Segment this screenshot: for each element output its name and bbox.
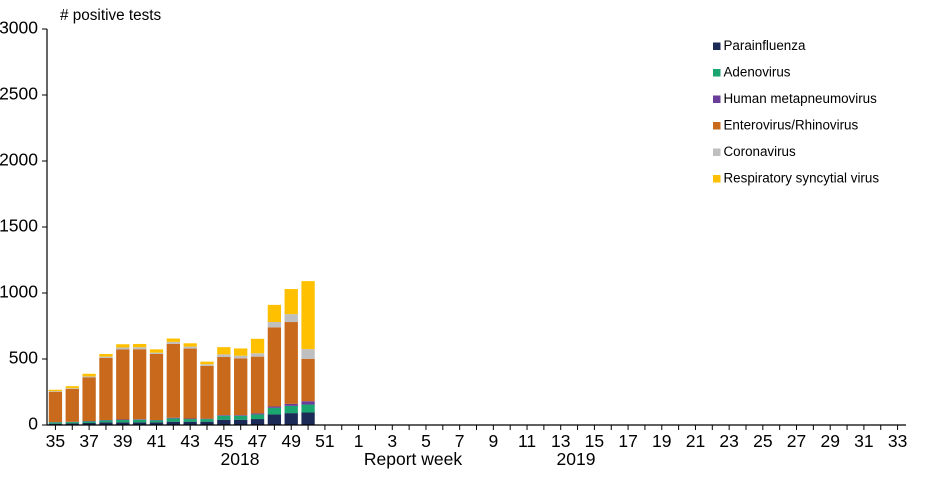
svg-text:Enterovirus/Rhinovirus: Enterovirus/Rhinovirus	[724, 118, 859, 133]
svg-text:17: 17	[618, 431, 637, 451]
svg-text:Parainfluenza: Parainfluenza	[724, 38, 806, 53]
svg-text:41: 41	[147, 431, 166, 451]
svg-text:2000: 2000	[0, 150, 38, 170]
svg-text:33: 33	[888, 431, 907, 451]
svg-text:45: 45	[214, 431, 233, 451]
svg-text:43: 43	[180, 431, 199, 451]
svg-text:Adenovirus: Adenovirus	[724, 65, 791, 80]
svg-text:5: 5	[421, 431, 431, 451]
svg-text:19: 19	[652, 431, 671, 451]
svg-text:# positive tests: # positive tests	[60, 7, 162, 24]
svg-text:500: 500	[9, 348, 38, 368]
svg-text:25: 25	[753, 431, 772, 451]
svg-text:37: 37	[79, 431, 98, 451]
svg-text:Coronavirus: Coronavirus	[724, 144, 796, 159]
svg-text:27: 27	[787, 431, 806, 451]
svg-text:3: 3	[387, 431, 397, 451]
svg-text:21: 21	[686, 431, 705, 451]
svg-text:Respiratory syncytial virus: Respiratory syncytial virus	[724, 171, 880, 186]
svg-text:1500: 1500	[0, 216, 38, 236]
svg-text:49: 49	[281, 431, 300, 451]
svg-text:0: 0	[28, 414, 38, 434]
svg-text:29: 29	[820, 431, 839, 451]
svg-text:31: 31	[854, 431, 873, 451]
svg-text:Report week: Report week	[364, 449, 462, 469]
svg-text:7: 7	[455, 431, 465, 451]
svg-text:23: 23	[719, 431, 738, 451]
svg-text:39: 39	[113, 431, 132, 451]
svg-text:1000: 1000	[0, 282, 38, 302]
svg-text:Human metapneumovirus: Human metapneumovirus	[724, 91, 878, 106]
svg-text:9: 9	[488, 431, 498, 451]
svg-text:3000: 3000	[0, 18, 38, 38]
svg-text:2019: 2019	[557, 449, 596, 469]
svg-text:35: 35	[46, 431, 65, 451]
svg-text:15: 15	[585, 431, 604, 451]
svg-text:11: 11	[518, 431, 536, 451]
svg-text:2500: 2500	[0, 84, 38, 104]
svg-text:13: 13	[551, 431, 570, 451]
svg-text:2018: 2018	[221, 449, 260, 469]
svg-text:1: 1	[354, 431, 364, 451]
svg-text:47: 47	[248, 431, 267, 451]
svg-text:51: 51	[315, 431, 334, 451]
